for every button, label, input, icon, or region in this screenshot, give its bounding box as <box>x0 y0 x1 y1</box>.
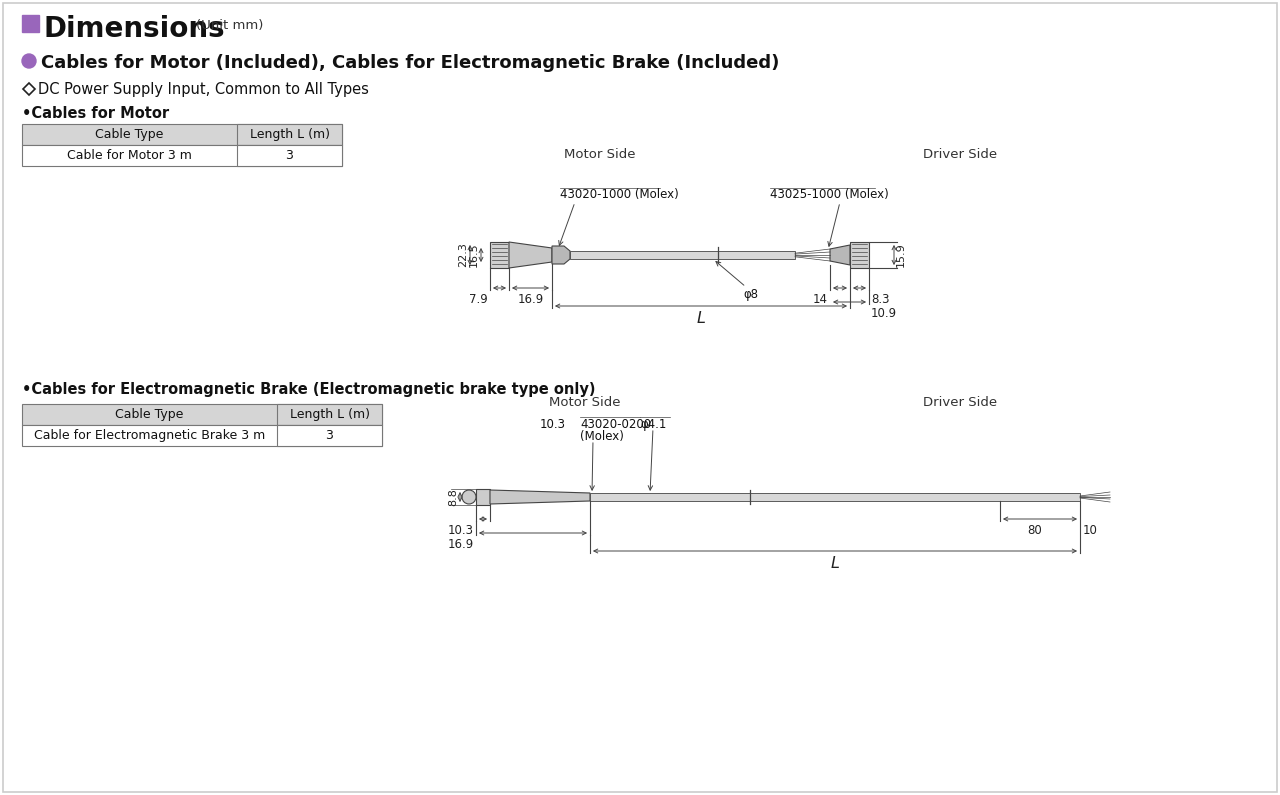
Text: Dimensions: Dimensions <box>44 15 225 43</box>
Text: 8.3: 8.3 <box>870 293 890 306</box>
Text: Cables for Motor (Included), Cables for Electromagnetic Brake (Included): Cables for Motor (Included), Cables for … <box>41 54 780 72</box>
Bar <box>570 251 718 259</box>
Text: 80: 80 <box>1028 524 1042 537</box>
Bar <box>22 15 38 32</box>
Text: Cable Type: Cable Type <box>115 408 184 421</box>
Bar <box>276 404 381 425</box>
Text: φ8: φ8 <box>742 288 758 301</box>
Text: Length L (m): Length L (m) <box>289 408 370 421</box>
Polygon shape <box>509 242 552 268</box>
Bar <box>590 493 1080 501</box>
Bar <box>22 124 342 145</box>
Text: 22.3: 22.3 <box>458 242 468 267</box>
Text: 3: 3 <box>285 149 293 162</box>
Bar <box>22 425 381 446</box>
Text: DC Power Supply Input, Common to All Types: DC Power Supply Input, Common to All Typ… <box>38 82 369 97</box>
Text: 10.3: 10.3 <box>540 418 566 431</box>
Bar <box>237 145 342 166</box>
Text: 16.9: 16.9 <box>517 293 544 306</box>
Text: Cable Type: Cable Type <box>95 128 164 141</box>
Bar <box>22 145 342 166</box>
Text: φ4.1: φ4.1 <box>640 418 667 431</box>
Text: 7.9: 7.9 <box>470 293 488 306</box>
Text: 43020-1000 (Molex): 43020-1000 (Molex) <box>561 188 678 201</box>
Text: 43020-0200: 43020-0200 <box>580 418 652 431</box>
Bar <box>850 242 869 268</box>
Text: 14: 14 <box>813 293 828 306</box>
Bar <box>237 124 342 145</box>
Text: 8.8: 8.8 <box>448 488 458 506</box>
Text: Driver Side: Driver Side <box>923 148 997 161</box>
Circle shape <box>22 54 36 68</box>
Bar <box>718 251 795 259</box>
Bar <box>490 242 509 268</box>
Polygon shape <box>829 245 850 265</box>
Bar <box>22 404 381 425</box>
Text: Cable for Motor 3 m: Cable for Motor 3 m <box>67 149 192 162</box>
Text: Cable for Electromagnetic Brake 3 m: Cable for Electromagnetic Brake 3 m <box>33 429 265 442</box>
Text: 43025-1000 (Molex): 43025-1000 (Molex) <box>771 188 888 201</box>
Polygon shape <box>552 246 570 264</box>
Text: 10: 10 <box>1083 524 1098 537</box>
Text: 10.9: 10.9 <box>870 307 897 320</box>
Polygon shape <box>490 490 590 504</box>
Text: Driver Side: Driver Side <box>923 396 997 409</box>
Text: Motor Side: Motor Side <box>564 148 636 161</box>
Text: L: L <box>696 311 705 326</box>
Text: (Unit mm): (Unit mm) <box>196 19 264 32</box>
Text: Length L (m): Length L (m) <box>250 128 329 141</box>
Text: •Cables for Electromagnetic Brake (Electromagnetic brake type only): •Cables for Electromagnetic Brake (Elect… <box>22 382 595 397</box>
Text: 16.5: 16.5 <box>468 242 479 267</box>
Text: 3: 3 <box>325 429 333 442</box>
Text: Motor Side: Motor Side <box>549 396 621 409</box>
Text: 16.9: 16.9 <box>448 538 474 551</box>
Circle shape <box>462 490 476 504</box>
Text: (Molex): (Molex) <box>580 430 623 443</box>
Text: 15.9: 15.9 <box>896 242 906 267</box>
Text: •Cables for Motor: •Cables for Motor <box>22 106 169 121</box>
Text: 10.3: 10.3 <box>448 524 474 537</box>
Text: L: L <box>831 556 840 571</box>
Bar <box>276 425 381 446</box>
Bar <box>476 489 490 505</box>
